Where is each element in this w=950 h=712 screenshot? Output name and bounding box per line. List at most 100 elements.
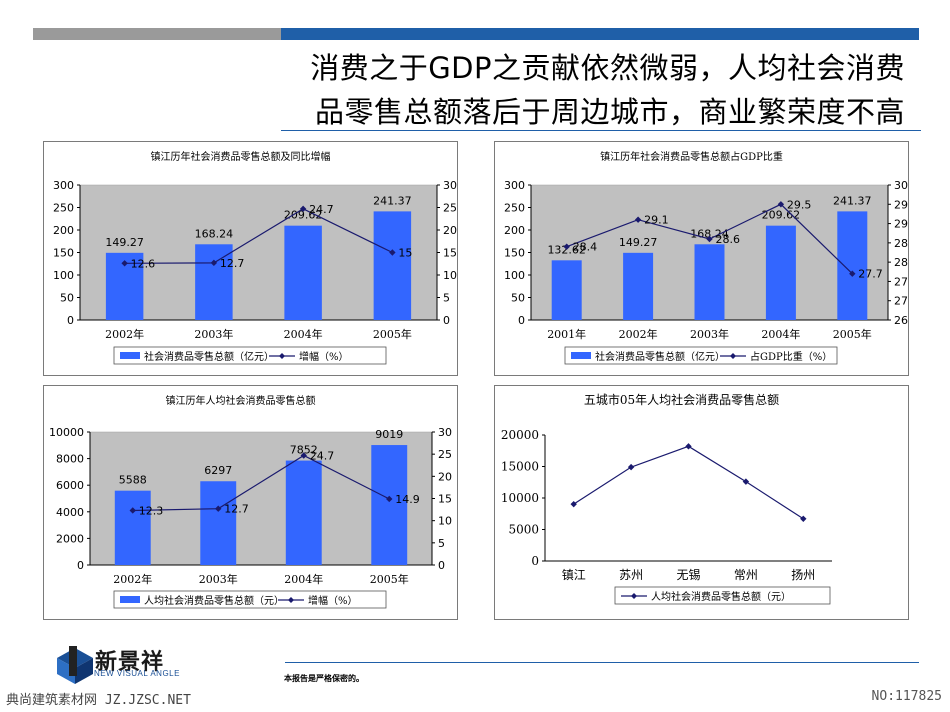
bar-data-label: 209.62 (762, 209, 801, 222)
y2-tick-label: 15 (443, 247, 457, 260)
chart-svg-3: 五城市05年人均社会消费品零售总额 0 5000 10000 15000 20000 镇江 苏… (501, 392, 832, 605)
watermark-right: NO:117825 (871, 689, 942, 704)
line-data-label: 28.6 (716, 233, 741, 246)
y2-tick-label: 30 (894, 179, 908, 192)
line-point (685, 443, 692, 450)
bar-data-label: 9019 (375, 428, 403, 441)
y-tick-label: 0 (77, 559, 84, 572)
x-tick-label: 常州 (734, 568, 758, 582)
legend (113, 346, 387, 365)
legend-swatch (120, 352, 140, 359)
x-tick-label: 2002年 (113, 572, 152, 586)
bar-data-label: 168.24 (690, 227, 729, 240)
chart-panel-five-cities: 五城市05年人均社会消费品零售总额 0 5000 10000 15000 20000 镇江 苏… (494, 385, 909, 620)
y-tick-label: 2000 (56, 532, 84, 545)
y-tick-label: 300 (53, 179, 74, 192)
legend (564, 346, 838, 365)
y-tick-label: 250 (53, 202, 74, 215)
chart-panel-retail-sales-growth: 镇江历年社会消费品零售总额及同比增幅 0 50 100 150 200 250 300 0 5 10… (43, 141, 458, 376)
y2-tick-label: 30 (443, 179, 457, 192)
bar (694, 244, 725, 320)
bar (765, 225, 796, 320)
line-data-label: 12.3 (139, 504, 164, 517)
x-tick-label: 2005年 (373, 327, 412, 341)
legend (614, 586, 831, 605)
logo-text: 新景祥 (95, 650, 165, 675)
line-data-label: 24.7 (309, 203, 334, 216)
y2-tick-label: 25 (443, 202, 457, 215)
x-tick-label: 2003年 (199, 572, 238, 586)
y2-tick-label: 15 (438, 493, 452, 506)
title-underline (281, 130, 921, 131)
legend-label: 人均社会消费品零售总额（元） (651, 590, 791, 603)
chart-title: 镇江历年社会消费品零售总额及同比增幅 (151, 150, 331, 163)
y-tick-label: 150 (504, 247, 525, 260)
y2-tick-label: 0 (443, 314, 450, 327)
bar-data-label: 209.62 (284, 209, 323, 222)
bar (623, 252, 654, 320)
line-data-label: 12.7 (220, 257, 245, 270)
y-tick-label: 50 (60, 292, 74, 305)
legend-label: 增幅（%） (308, 594, 358, 607)
bar (195, 244, 233, 320)
line-data-label: 27.7 (858, 268, 883, 281)
legend-swatch (571, 352, 591, 359)
y2-tick-label: 0 (438, 559, 445, 572)
series-line (132, 454, 390, 512)
watermark-left: 典尚建筑素材网 JZ.JZSC.NET (6, 693, 191, 708)
page-title: 消费之于GDP之贡献依然微弱，人均社会消费 品零售总额落后于周边城市，商业繁荣度… (310, 46, 905, 134)
x-tick-label: 2004年 (761, 327, 800, 341)
y-tick-label: 6000 (56, 479, 84, 492)
chart-title: 镇江历年人均社会消费品零售总额 (166, 394, 316, 407)
x-tick-label: 2004年 (284, 572, 323, 586)
x-tick-label: 扬州 (791, 567, 815, 582)
line-data-label: 15 (398, 247, 412, 260)
y2-tick-label: 29.5 (894, 198, 908, 211)
y-tick-label: 150 (53, 247, 74, 260)
bar-data-label: 5588 (119, 474, 147, 487)
line-point (210, 259, 218, 267)
legend-label: 社会消费品零售总额（亿元） (144, 350, 274, 363)
line-point (299, 205, 307, 213)
y-tick-label: 0 (518, 314, 525, 327)
page-title-line-1: 消费之于GDP之贡献依然微弱，人均社会消费 (310, 51, 905, 85)
series-line (124, 208, 393, 264)
bar-data-label: 7852 (290, 444, 318, 457)
bar-data-label: 241.37 (833, 194, 872, 207)
logo-subtitle: NEW VISUAL ANGLE (94, 669, 180, 678)
y-tick-label: 10000 (501, 491, 539, 505)
line-data-label: 14.9 (395, 493, 420, 506)
x-tick-label: 无锡 (676, 567, 700, 582)
y-tick-label: 300 (504, 179, 525, 192)
bar-data-label: 168.24 (195, 227, 234, 240)
y2-tick-label: 20 (443, 224, 457, 237)
x-tick-label: 2005年 (370, 572, 409, 586)
x-tick-label: 2002年 (105, 327, 144, 341)
bar (200, 481, 237, 565)
y-tick-label: 250 (504, 202, 525, 215)
bar (371, 445, 408, 565)
line-point (777, 201, 785, 208)
line-data-label: 12.7 (224, 503, 249, 516)
y-tick-label: 4000 (56, 506, 84, 519)
y2-tick-label: 28.5 (894, 237, 908, 250)
bar-data-label: 241.37 (373, 194, 412, 207)
y-tick-label: 10000 (49, 426, 84, 439)
line-point (215, 505, 222, 512)
line-data-label: 29.5 (787, 198, 812, 211)
confidential-note: 本报告是严格保密的。 (284, 674, 364, 683)
legend-label: 增幅（%） (299, 350, 349, 363)
y-tick-label: 100 (504, 269, 525, 282)
line-point (121, 260, 128, 267)
y-tick-label: 50 (511, 292, 525, 305)
x-tick-label: 2002年 (619, 327, 658, 341)
footer-rule (285, 662, 919, 663)
header-bar-gray (33, 28, 281, 40)
x-tick-label: 2004年 (284, 327, 323, 341)
y2-tick-label: 28 (894, 256, 908, 269)
bar (285, 460, 322, 565)
plot-area (545, 435, 832, 561)
line-point (386, 495, 393, 503)
y2-tick-label: 30 (438, 426, 452, 439)
legend-label: 占GDP比重（%） (750, 350, 832, 363)
